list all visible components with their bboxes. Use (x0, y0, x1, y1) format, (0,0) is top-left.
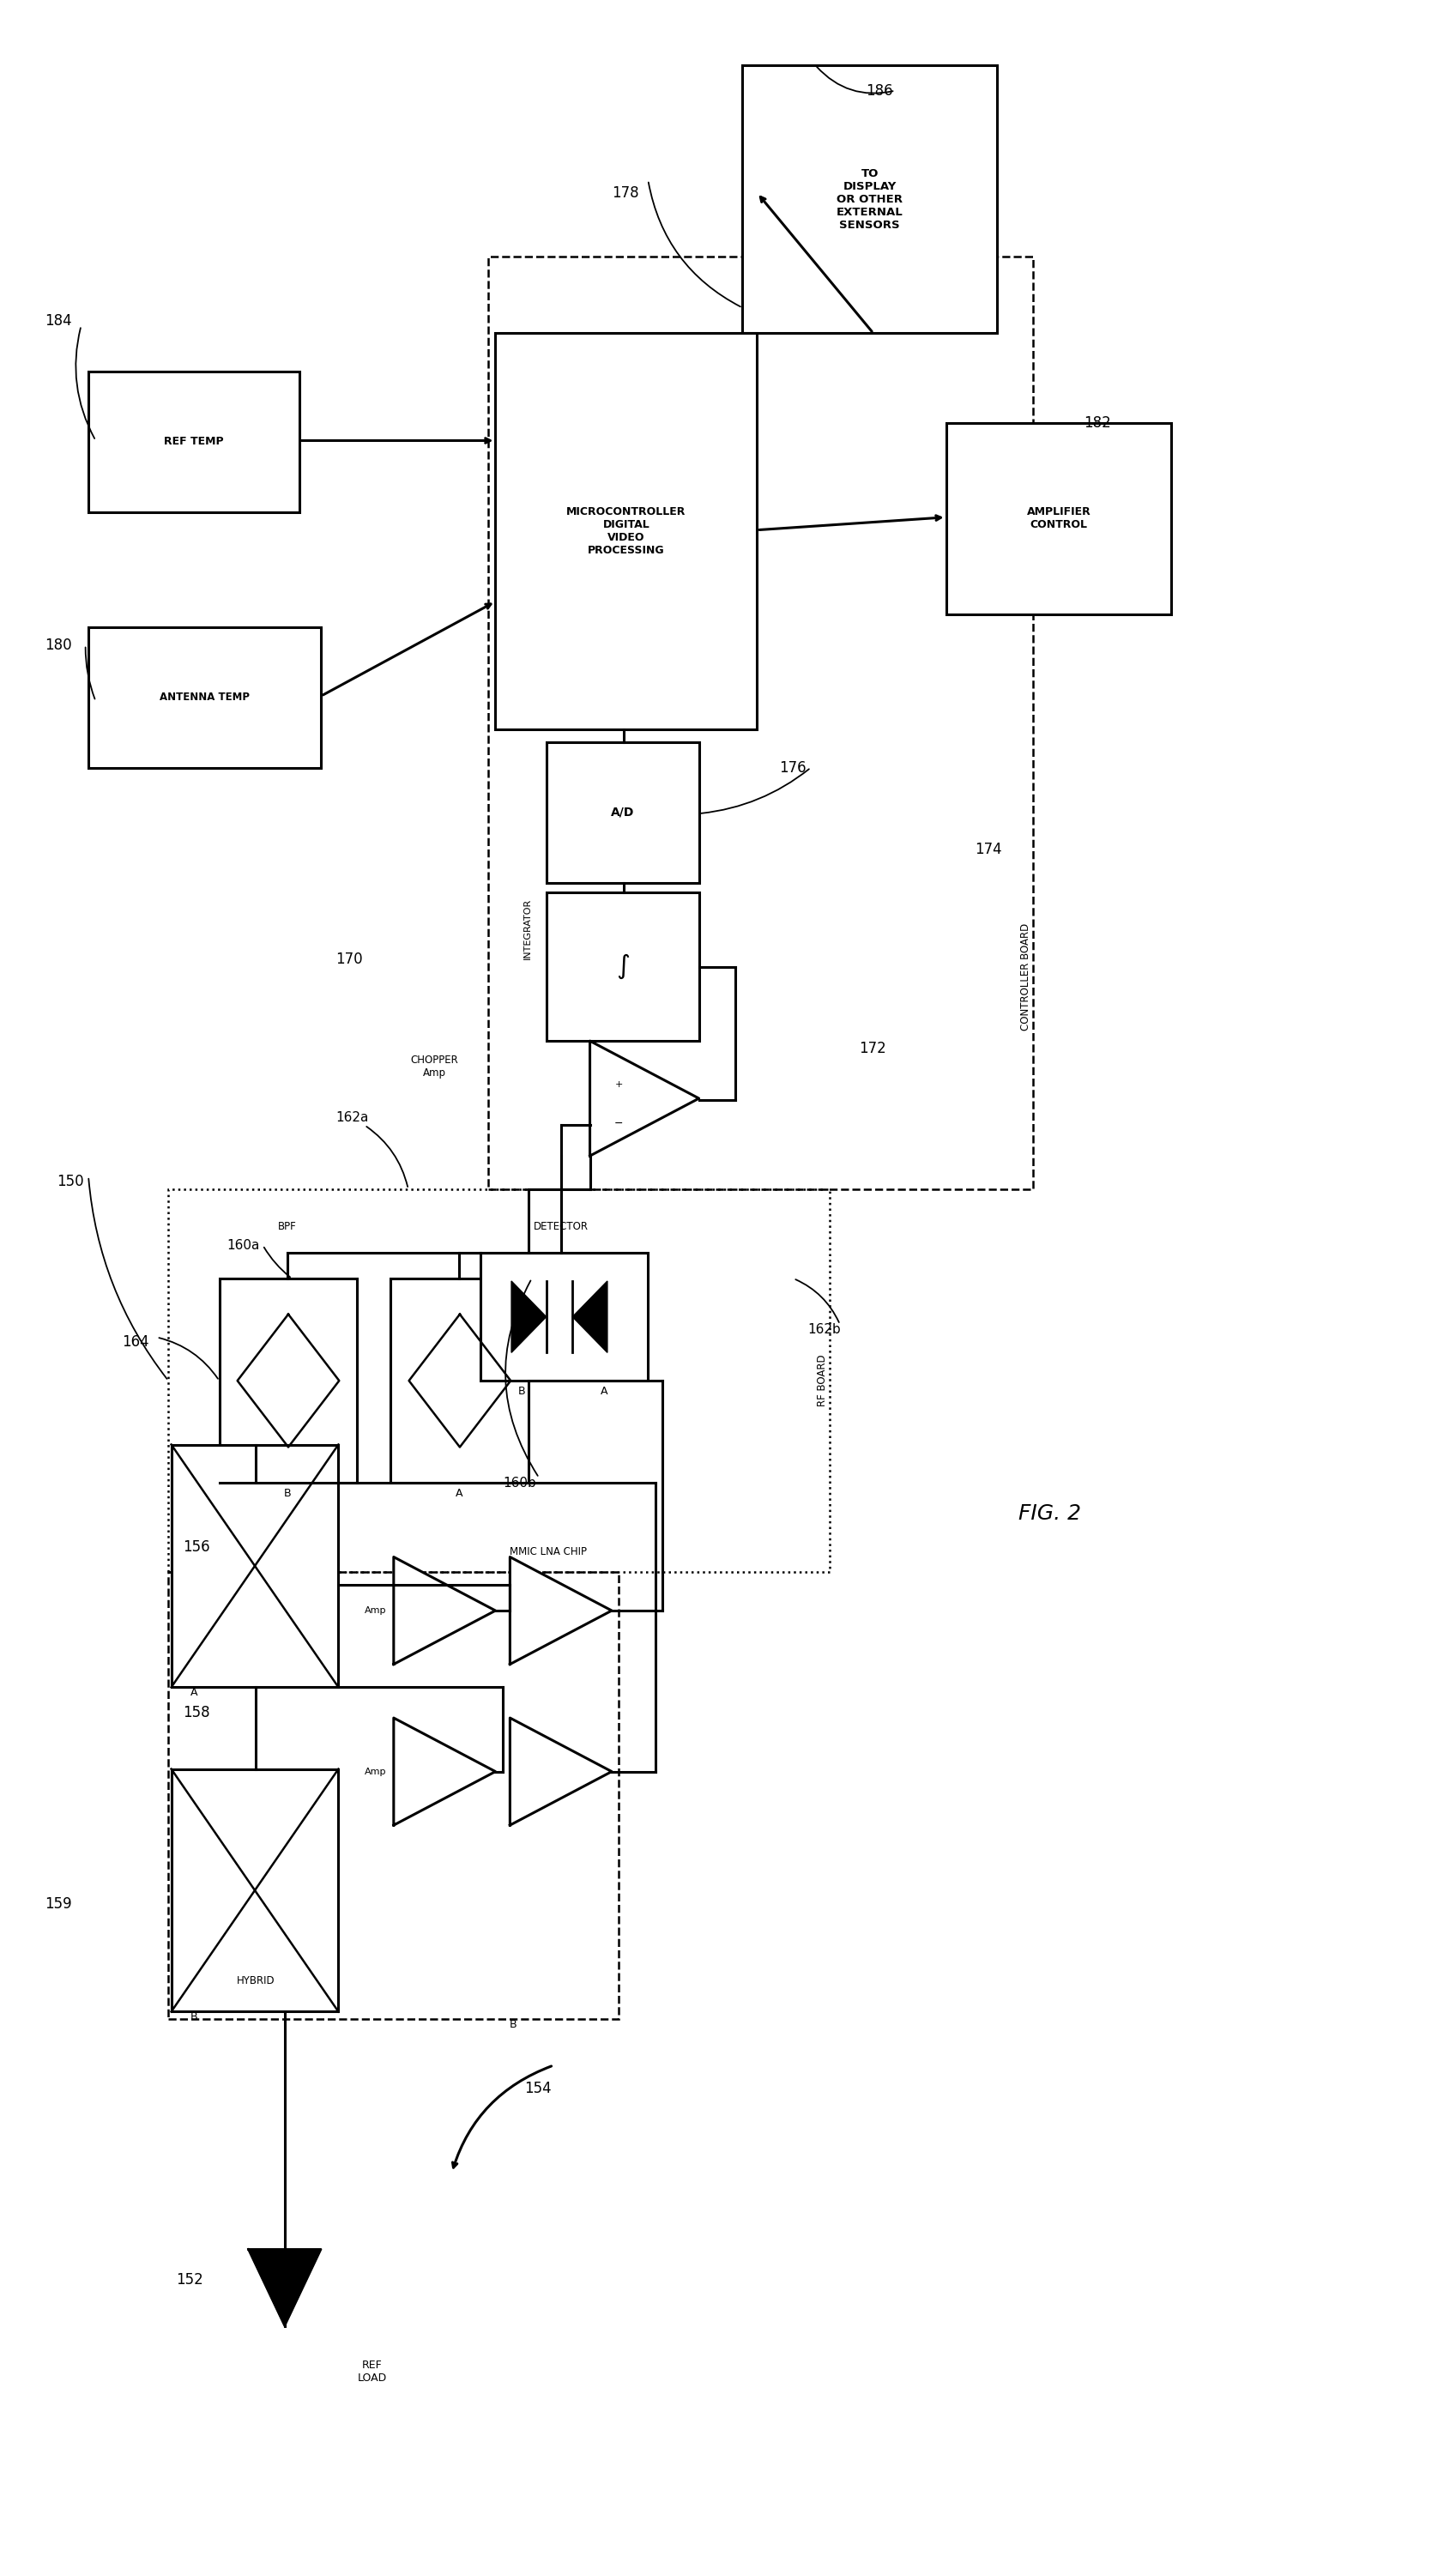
Polygon shape (510, 1718, 612, 1826)
Text: B: B (191, 2012, 198, 2023)
Polygon shape (393, 1557, 495, 1665)
Text: +: + (614, 1079, 623, 1089)
Text: REF
LOAD: REF LOAD (357, 2360, 386, 2383)
Text: 172: 172 (859, 1041, 887, 1056)
Text: MMIC LNA CHIP: MMIC LNA CHIP (510, 1547, 587, 1557)
Text: B: B (510, 2020, 517, 2030)
Text: A: A (191, 1688, 198, 1698)
Text: MICROCONTROLLER
DIGITAL
VIDEO
PROCESSING: MICROCONTROLLER DIGITAL VIDEO PROCESSING (566, 506, 686, 557)
Text: 176: 176 (779, 759, 807, 775)
Polygon shape (590, 1041, 699, 1156)
Text: 160b: 160b (502, 1475, 536, 1488)
Text: 170: 170 (335, 951, 363, 967)
Text: 162a: 162a (335, 1112, 368, 1125)
Text: Amp: Amp (364, 1767, 386, 1775)
Text: 184: 184 (45, 312, 71, 327)
Text: 154: 154 (524, 2081, 552, 2097)
FancyBboxPatch shape (89, 371, 298, 511)
Text: CHOPPER
Amp: CHOPPER Amp (411, 1053, 459, 1079)
FancyBboxPatch shape (172, 1445, 338, 1688)
FancyBboxPatch shape (89, 626, 320, 767)
Text: FIG. 2: FIG. 2 (1019, 1504, 1082, 1524)
Text: A/D: A/D (612, 805, 635, 818)
Text: 158: 158 (183, 1706, 210, 1721)
FancyBboxPatch shape (546, 892, 699, 1041)
Text: 150: 150 (57, 1174, 83, 1189)
Text: HYBRID: HYBRID (236, 1977, 275, 1987)
FancyBboxPatch shape (946, 422, 1172, 614)
FancyBboxPatch shape (546, 742, 699, 882)
Text: 160a: 160a (227, 1238, 259, 1253)
Polygon shape (393, 1718, 495, 1826)
Text: 174: 174 (976, 841, 1002, 857)
Text: 182: 182 (1085, 414, 1111, 430)
Text: DETECTOR: DETECTOR (533, 1222, 588, 1232)
Text: 178: 178 (612, 184, 639, 199)
Polygon shape (511, 1281, 546, 1353)
Text: A: A (456, 1488, 463, 1498)
Text: ANTENNA TEMP: ANTENNA TEMP (160, 693, 250, 703)
FancyBboxPatch shape (390, 1278, 529, 1483)
Text: ∫: ∫ (616, 954, 629, 979)
Text: RF BOARD: RF BOARD (817, 1355, 828, 1406)
Text: AMPLIFIER
CONTROL: AMPLIFIER CONTROL (1026, 506, 1091, 529)
FancyBboxPatch shape (480, 1253, 648, 1381)
Text: B: B (518, 1386, 526, 1396)
FancyBboxPatch shape (220, 1278, 357, 1483)
Text: 162b: 162b (808, 1322, 842, 1335)
Text: 152: 152 (176, 2273, 202, 2289)
Polygon shape (249, 2250, 320, 2327)
Text: REF TEMP: REF TEMP (165, 437, 224, 447)
Text: CONTROLLER BOARD: CONTROLLER BOARD (1021, 923, 1031, 1030)
Text: 159: 159 (45, 1897, 71, 1913)
Text: Amp: Amp (364, 1606, 386, 1616)
Text: 164: 164 (122, 1335, 149, 1350)
FancyBboxPatch shape (495, 332, 757, 729)
Text: TO
DISPLAY
OR OTHER
EXTERNAL
SENSORS: TO DISPLAY OR OTHER EXTERNAL SENSORS (836, 169, 903, 230)
Text: 180: 180 (45, 637, 71, 652)
Text: B: B (284, 1488, 291, 1498)
Text: A: A (601, 1386, 609, 1396)
Text: INTEGRATOR: INTEGRATOR (523, 898, 531, 959)
FancyBboxPatch shape (743, 64, 997, 332)
Polygon shape (572, 1281, 607, 1353)
FancyBboxPatch shape (172, 1769, 338, 2012)
Text: BPF: BPF (278, 1222, 297, 1232)
Text: −: − (614, 1117, 623, 1130)
Text: 156: 156 (183, 1539, 210, 1555)
Text: 186: 186 (866, 82, 893, 97)
Polygon shape (510, 1557, 612, 1665)
